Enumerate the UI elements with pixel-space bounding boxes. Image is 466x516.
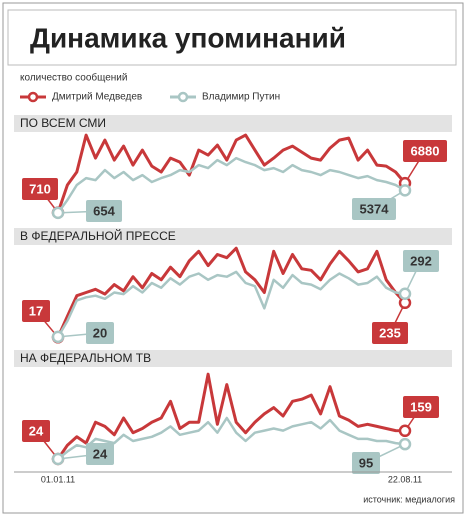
series-line [56,372,406,460]
series-line [56,156,406,214]
end-marker [51,206,65,220]
panel-header [14,350,452,367]
legend-marker [177,91,189,103]
value-label: 95 [359,455,373,470]
series-line [56,270,406,338]
end-marker [51,330,65,344]
value-label-box [372,322,408,344]
value-label-box [86,200,122,222]
title: Динамика упоминаний [30,22,346,53]
value-label: 6880 [411,143,440,158]
series-line [57,416,406,460]
value-label-box [352,452,380,474]
series-line [56,133,407,214]
subtitle: количество сообщений [20,72,127,84]
source: источник: медиалогия [363,494,455,504]
panel-title: ПО ВСЕМ СМИ [20,116,106,130]
panel-header [14,228,452,245]
value-label-box [86,443,114,465]
value-label: 710 [29,181,51,196]
value-label-box [352,198,396,220]
value-label: 292 [410,253,432,268]
value-label: 17 [29,303,43,318]
x-tick-label: 01.01.11 [41,474,75,484]
value-label-box [86,322,114,344]
title-box [7,9,457,66]
end-marker [398,287,412,301]
end-marker [398,437,412,451]
value-label: 5374 [360,201,390,216]
panel-title: В ФЕДЕРАЛЬНОЙ ПРЕССЕ [20,228,176,243]
value-label-box [22,178,58,200]
value-label: 235 [379,325,401,340]
end-marker [398,184,412,197]
end-marker [398,424,412,438]
legend-label: Владимир Путин [202,92,280,103]
series-line [56,246,407,338]
x-tick-label: 22.08.11 [388,474,422,484]
value-label: 24 [93,446,108,461]
value-label-box [22,420,50,442]
value-label: 159 [410,399,432,414]
legend-marker [27,91,39,103]
end-marker [51,452,65,466]
panel-title: НА ФЕДЕРАЛЬНОМ ТВ [20,351,151,365]
value-label-box [403,140,447,162]
value-label-box [403,396,439,418]
legend-label: Дмитрий Медведев [52,92,142,103]
value-label: 654 [93,203,115,218]
value-label-box [403,250,439,272]
value-label-box [22,300,50,322]
value-label: 24 [29,423,44,438]
value-label: 20 [93,325,107,340]
panel-header [14,115,452,132]
